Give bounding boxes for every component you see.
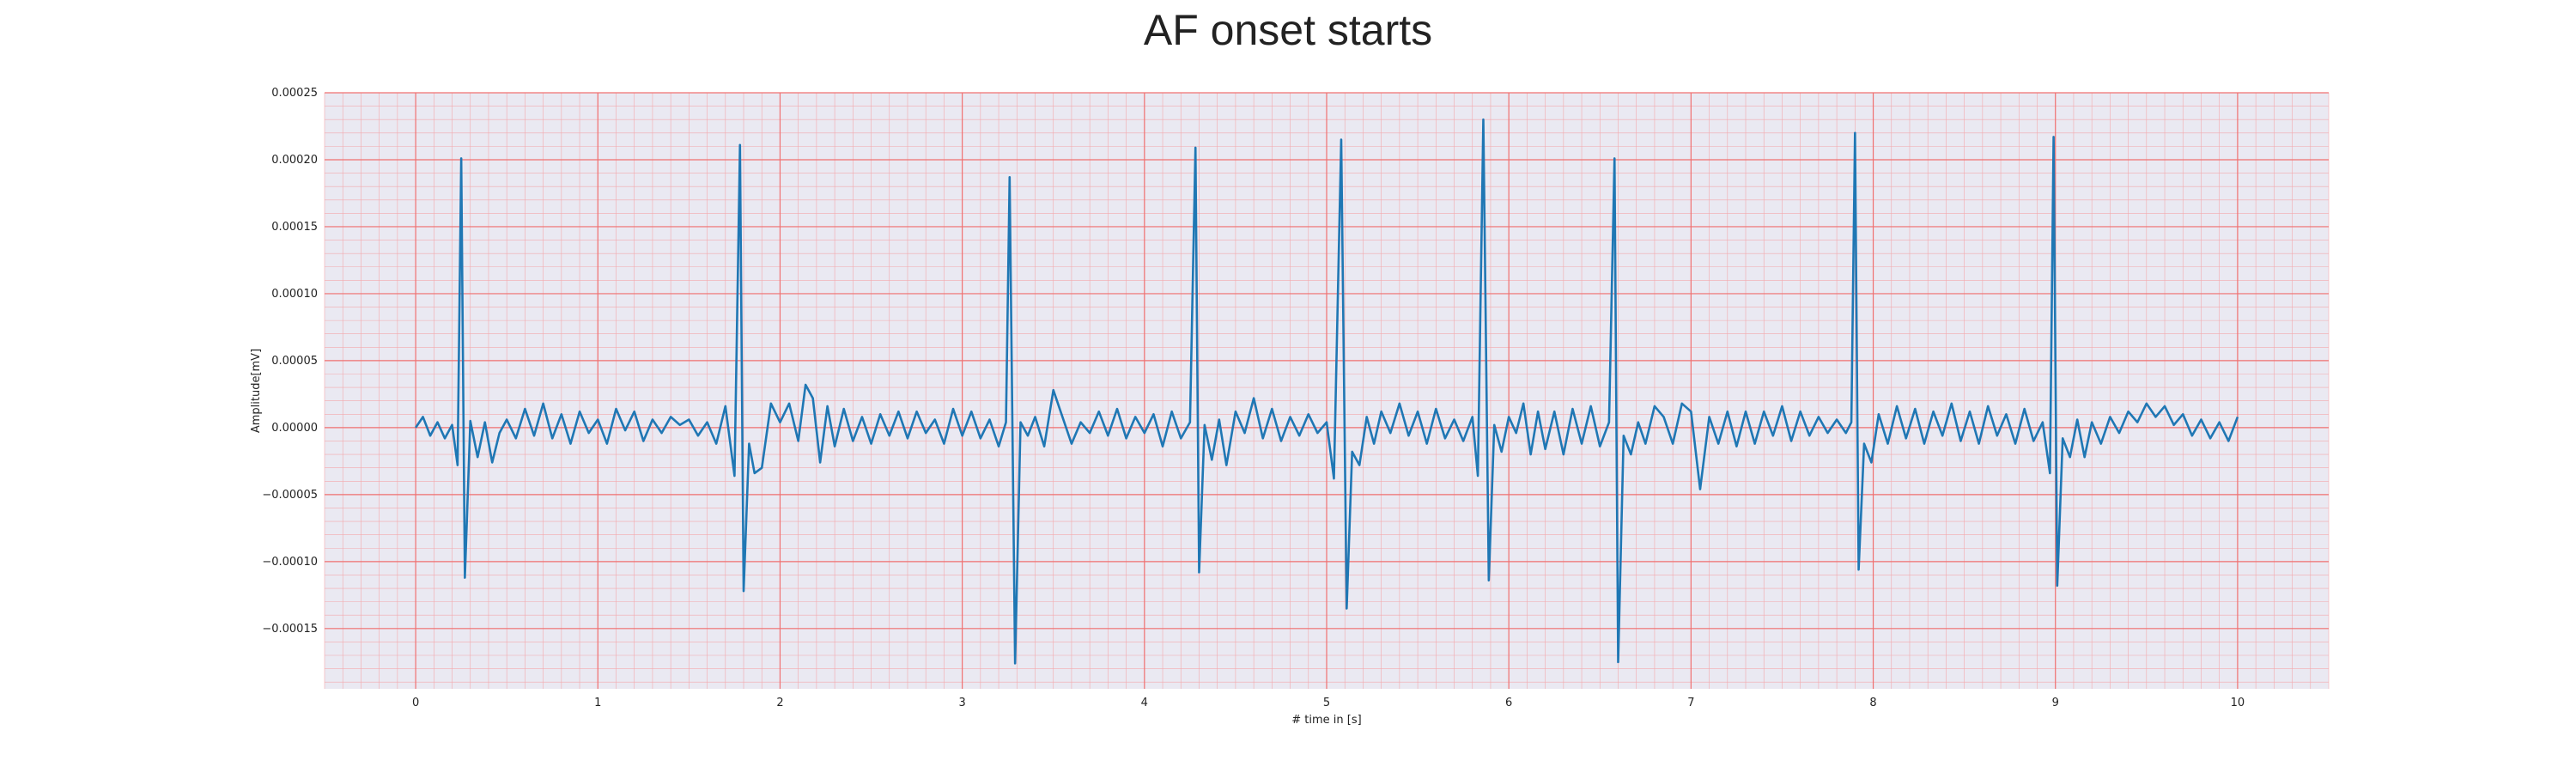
chart-title: AF onset starts <box>1143 6 1433 54</box>
x-axis-label: # time in [s] <box>1291 714 1361 727</box>
y-tick-labels: −0.00015 −0.00010 −0.00005 0.00000 0.00005 0.… <box>262 87 318 636</box>
y-tick-label: 0.00000 <box>271 422 318 435</box>
ecg-series-line <box>415 118 2239 665</box>
x-tick-label: 1 <box>594 697 601 709</box>
x-tick-label: 6 <box>1505 697 1512 709</box>
x-tick-label: 7 <box>1687 697 1694 709</box>
y-tick-label: −0.00005 <box>262 489 318 502</box>
x-tick-label: 4 <box>1141 697 1148 709</box>
x-tick-label: 10 <box>2231 697 2245 709</box>
y-tick-label: 0.00010 <box>271 288 318 301</box>
y-tick-label: 0.00015 <box>271 221 318 234</box>
x-tick-label: 2 <box>776 697 783 709</box>
x-tick-label: 3 <box>958 697 965 709</box>
y-tick-label: −0.00010 <box>262 556 318 569</box>
x-tick-label: 9 <box>2052 697 2059 709</box>
y-tick-label: 0.00020 <box>271 154 318 167</box>
y-tick-label: −0.00015 <box>262 623 318 636</box>
x-tick-label: 5 <box>1323 697 1330 709</box>
x-tick-labels: 0 1 2 3 4 5 6 7 8 9 10 <box>412 697 2245 709</box>
x-tick-label: 8 <box>1869 697 1876 709</box>
x-tick-label: 0 <box>412 697 419 709</box>
y-axis-label: Amplitude[mV] <box>250 349 263 433</box>
y-tick-label: 0.00025 <box>271 87 318 100</box>
major-grid <box>325 92 2329 689</box>
y-tick-label: 0.00005 <box>271 355 318 368</box>
